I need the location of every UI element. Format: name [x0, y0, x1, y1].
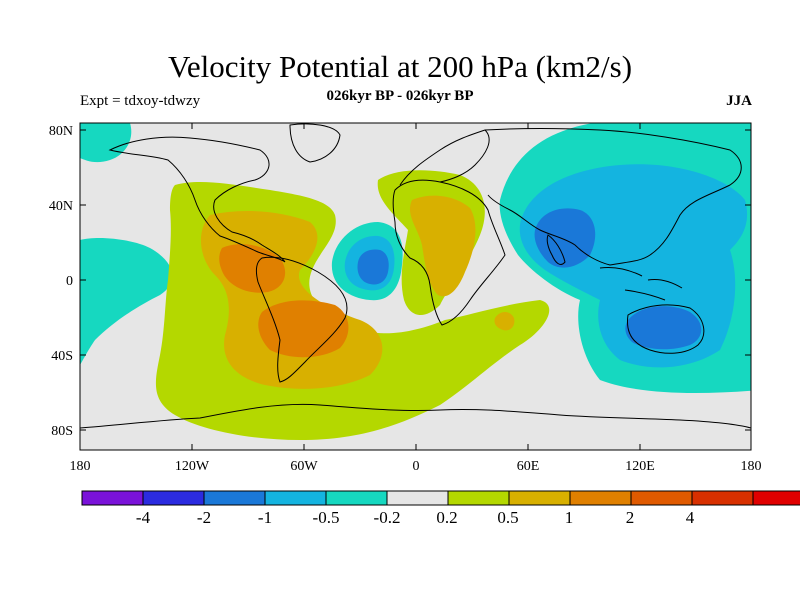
- colorbar-swatch: [691, 490, 754, 506]
- lat-label-80n: 80N: [49, 124, 73, 139]
- contour-aus-blue: [625, 306, 702, 350]
- colorbar-swatch: [386, 490, 449, 506]
- contour-americas-darkorange: [219, 244, 286, 293]
- lat-label-40s: 40S: [51, 349, 73, 364]
- latitude-labels: 80N 40N 0 40S 80S: [49, 124, 73, 439]
- colorbar-label: -0.5: [313, 508, 340, 527]
- colorbar-labels: -4 -2 -1 -0.5 -0.2 0.2 0.5 1 2 4: [136, 508, 695, 527]
- contour-samerica-darkorange: [258, 300, 349, 358]
- contour-madagascar-orange: [494, 312, 515, 331]
- colorbar-swatch: [81, 490, 144, 506]
- colorbar-label: 4: [686, 508, 695, 527]
- axis-ticks: [79, 123, 752, 450]
- lat-label-80s: 80S: [51, 424, 73, 439]
- lon-label-120w: 120W: [175, 459, 210, 474]
- contour-atlantic-core: [357, 249, 389, 285]
- contour-arctic-cyan: [80, 123, 132, 163]
- chart-subtitle: 026kyr BP - 026kyr BP: [326, 88, 474, 104]
- contour-africa-orange: [409, 195, 476, 297]
- coast-south-america: [255, 256, 348, 383]
- coast-indonesia: [599, 267, 683, 301]
- lon-label-60w: 60W: [290, 459, 318, 474]
- map-plot: [80, 123, 751, 450]
- lon-label-120e: 120E: [625, 459, 655, 474]
- colorbar-label: -0.2: [374, 508, 401, 527]
- coastlines: [80, 123, 751, 429]
- colorbar-swatch: [508, 490, 571, 506]
- coast-africa-europe: [392, 179, 506, 326]
- lon-label-60e: 60E: [517, 459, 540, 474]
- colorbar-swatch: [203, 490, 266, 506]
- colorbar-swatch: [569, 490, 632, 506]
- colorbar-swatch: [142, 490, 205, 506]
- colorbar-label: -1: [258, 508, 272, 527]
- colorbar-swatch: [752, 490, 800, 506]
- contour-pacific-cyan-west: [80, 237, 173, 365]
- experiment-label: Expt = tdxoy-tdwzy: [80, 93, 201, 109]
- colorbar-swatch: [630, 490, 693, 506]
- colorbar: [81, 490, 800, 506]
- coast-australia: [626, 304, 705, 354]
- chart-title: Velocity Potential at 200 hPa (km2/s): [167, 49, 633, 84]
- lat-label-0: 0: [66, 274, 73, 289]
- colorbar-label: 0.5: [497, 508, 518, 527]
- lat-label-40n: 40N: [49, 199, 73, 214]
- coast-antarctica: [80, 403, 751, 429]
- coast-greenland: [289, 123, 341, 163]
- lon-label-0: 0: [413, 459, 420, 474]
- coast-north-america: [108, 136, 286, 263]
- coast-asia: [484, 128, 742, 266]
- colorbar-swatch: [447, 490, 510, 506]
- longitude-labels: 180 120W 60W 0 60E 120E 180: [70, 459, 762, 474]
- season-label: JJA: [726, 93, 752, 109]
- colorbar-swatch: [264, 490, 327, 506]
- lon-label-180e: 180: [741, 459, 762, 474]
- colorbar-label: 0.2: [436, 508, 457, 527]
- contour-asia-blue: [534, 208, 596, 268]
- colorbar-label: 1: [565, 508, 574, 527]
- lon-label-180w: 180: [70, 459, 91, 474]
- colorbar-label: -4: [136, 508, 151, 527]
- colorbar-label: 2: [626, 508, 635, 527]
- coast-india: [546, 234, 566, 265]
- negative-contours: [80, 123, 751, 393]
- colorbar-label: -2: [197, 508, 211, 527]
- positive-contours: [155, 170, 550, 441]
- colorbar-swatch: [325, 490, 388, 506]
